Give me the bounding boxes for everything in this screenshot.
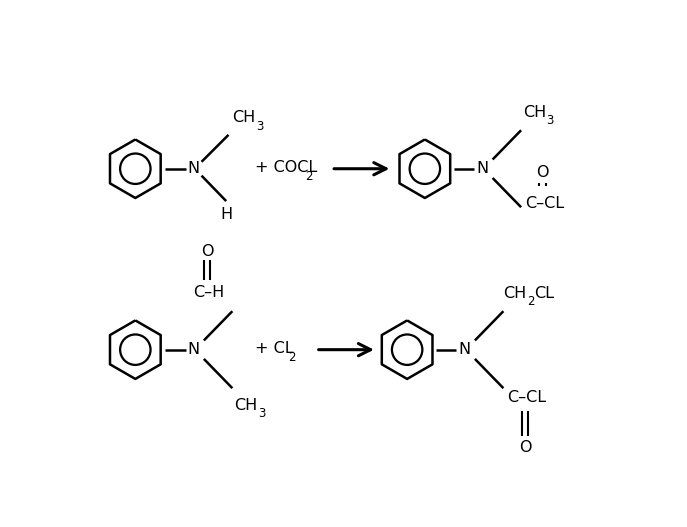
Text: N: N (459, 342, 471, 357)
Text: 3: 3 (547, 114, 554, 128)
Text: N: N (188, 161, 200, 176)
Text: C–CL: C–CL (507, 390, 546, 405)
Text: O: O (201, 243, 213, 259)
Text: N: N (188, 342, 200, 357)
Text: 2: 2 (527, 296, 534, 308)
Text: O: O (537, 165, 549, 180)
Text: N: N (477, 161, 488, 176)
Text: 2: 2 (305, 170, 312, 183)
Text: CH: CH (523, 105, 546, 120)
Text: + CL: + CL (256, 340, 294, 356)
Text: 2: 2 (288, 351, 295, 364)
Text: CH: CH (234, 397, 257, 413)
Text: 3: 3 (256, 120, 264, 133)
Text: C–H: C–H (193, 285, 224, 300)
Text: CL: CL (534, 286, 554, 301)
Text: H: H (220, 208, 232, 222)
Text: + COCL: + COCL (256, 160, 317, 174)
Text: CH: CH (232, 111, 256, 125)
Text: 3: 3 (258, 407, 265, 420)
Text: C–CL: C–CL (525, 196, 564, 211)
Text: O: O (519, 440, 531, 455)
Text: CH: CH (504, 286, 527, 301)
